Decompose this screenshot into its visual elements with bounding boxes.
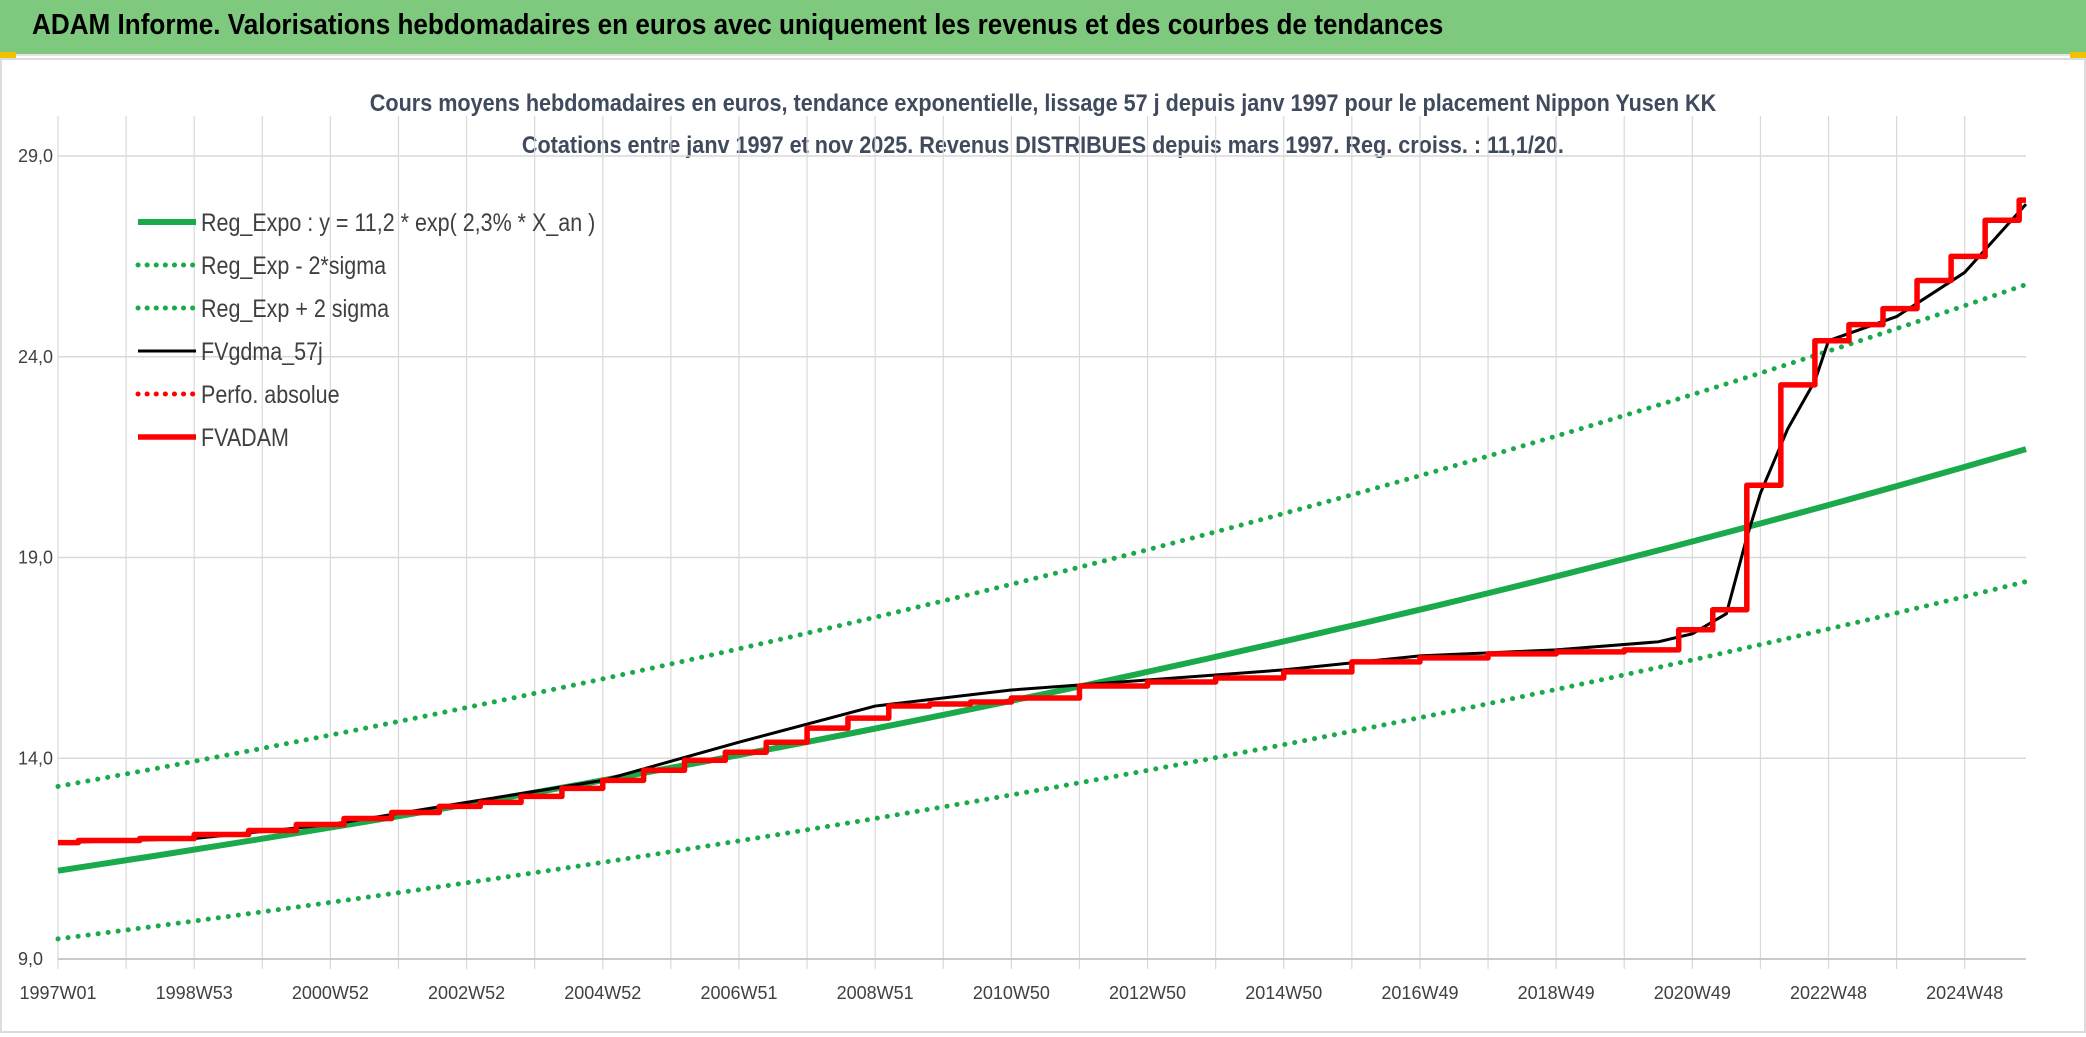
corner-mark-right bbox=[2070, 52, 2086, 58]
grid bbox=[57, 116, 2026, 969]
legend-label: Reg_Exp - 2*sigma bbox=[201, 251, 386, 279]
y-tick-label: 24,0 bbox=[18, 347, 53, 367]
legend-label: Reg_Exp + 2 sigma bbox=[201, 294, 389, 322]
series-lines bbox=[55, 197, 2029, 942]
x-tick-label: 2024W48 bbox=[1926, 983, 2003, 1003]
series-reg-exp bbox=[55, 282, 2029, 789]
x-tick-label: 2012W50 bbox=[1109, 983, 1186, 1003]
x-tick-label: 2022W48 bbox=[1790, 983, 1867, 1003]
x-tick-label: 2018W49 bbox=[1518, 983, 1595, 1003]
legend: Reg_Expo : y = 11,2 * exp( 2,3% * X_an )… bbox=[135, 208, 595, 451]
series-reg-exp bbox=[55, 579, 2029, 942]
y-tick-label: 19,0 bbox=[18, 548, 53, 568]
y-tick-label: 9,0 bbox=[18, 949, 43, 969]
x-tick-label: 1998W53 bbox=[156, 983, 233, 1003]
chart-title-line2: Cotations entre janv 1997 et nov 2025. R… bbox=[521, 132, 1565, 159]
x-tick-label: 2016W49 bbox=[1381, 983, 1458, 1003]
y-tick-labels: 9,0 14,0 19,0 24,0 29,0 bbox=[18, 146, 53, 969]
legend-label: Perfo. absolue bbox=[201, 380, 340, 408]
x-tick-label: 2002W52 bbox=[428, 983, 505, 1003]
chart-title-line1: Cours moyens hebdomadaires en euros, ten… bbox=[369, 90, 1717, 117]
series-reg-expo bbox=[57, 446, 2027, 874]
x-tick-label: 1997W01 bbox=[19, 983, 96, 1003]
x-tick-label: 2000W52 bbox=[292, 983, 369, 1003]
y-tick-label: 29,0 bbox=[18, 146, 53, 166]
legend-label: Reg_Expo : y = 11,2 * exp( 2,3% * X_an ) bbox=[201, 208, 595, 236]
y-tick-label: 14,0 bbox=[18, 748, 53, 768]
legend-label: FVgdma_57j bbox=[201, 337, 323, 365]
series-fvadam bbox=[58, 197, 2026, 846]
legend-label: FVADAM bbox=[201, 423, 289, 451]
x-tick-label: 2006W51 bbox=[700, 983, 777, 1003]
report-header: ADAM Informe. Valorisations hebdomadaire… bbox=[0, 0, 2086, 56]
x-tick-label: 2010W50 bbox=[973, 983, 1050, 1003]
x-tick-label: 2014W50 bbox=[1245, 983, 1322, 1003]
x-tick-labels: 1997W01 1998W53 2000W52 2002W52 2004W52 2006W… bbox=[19, 983, 2003, 1003]
x-tick-label: 2004W52 bbox=[564, 983, 641, 1003]
corner-mark-left bbox=[0, 52, 16, 58]
x-tick-label: 2020W49 bbox=[1654, 983, 1731, 1003]
chart-frame bbox=[0, 58, 2086, 1033]
report-title: ADAM Informe. Valorisations hebdomadaire… bbox=[32, 9, 1444, 41]
x-tick-label: 2008W51 bbox=[837, 983, 914, 1003]
